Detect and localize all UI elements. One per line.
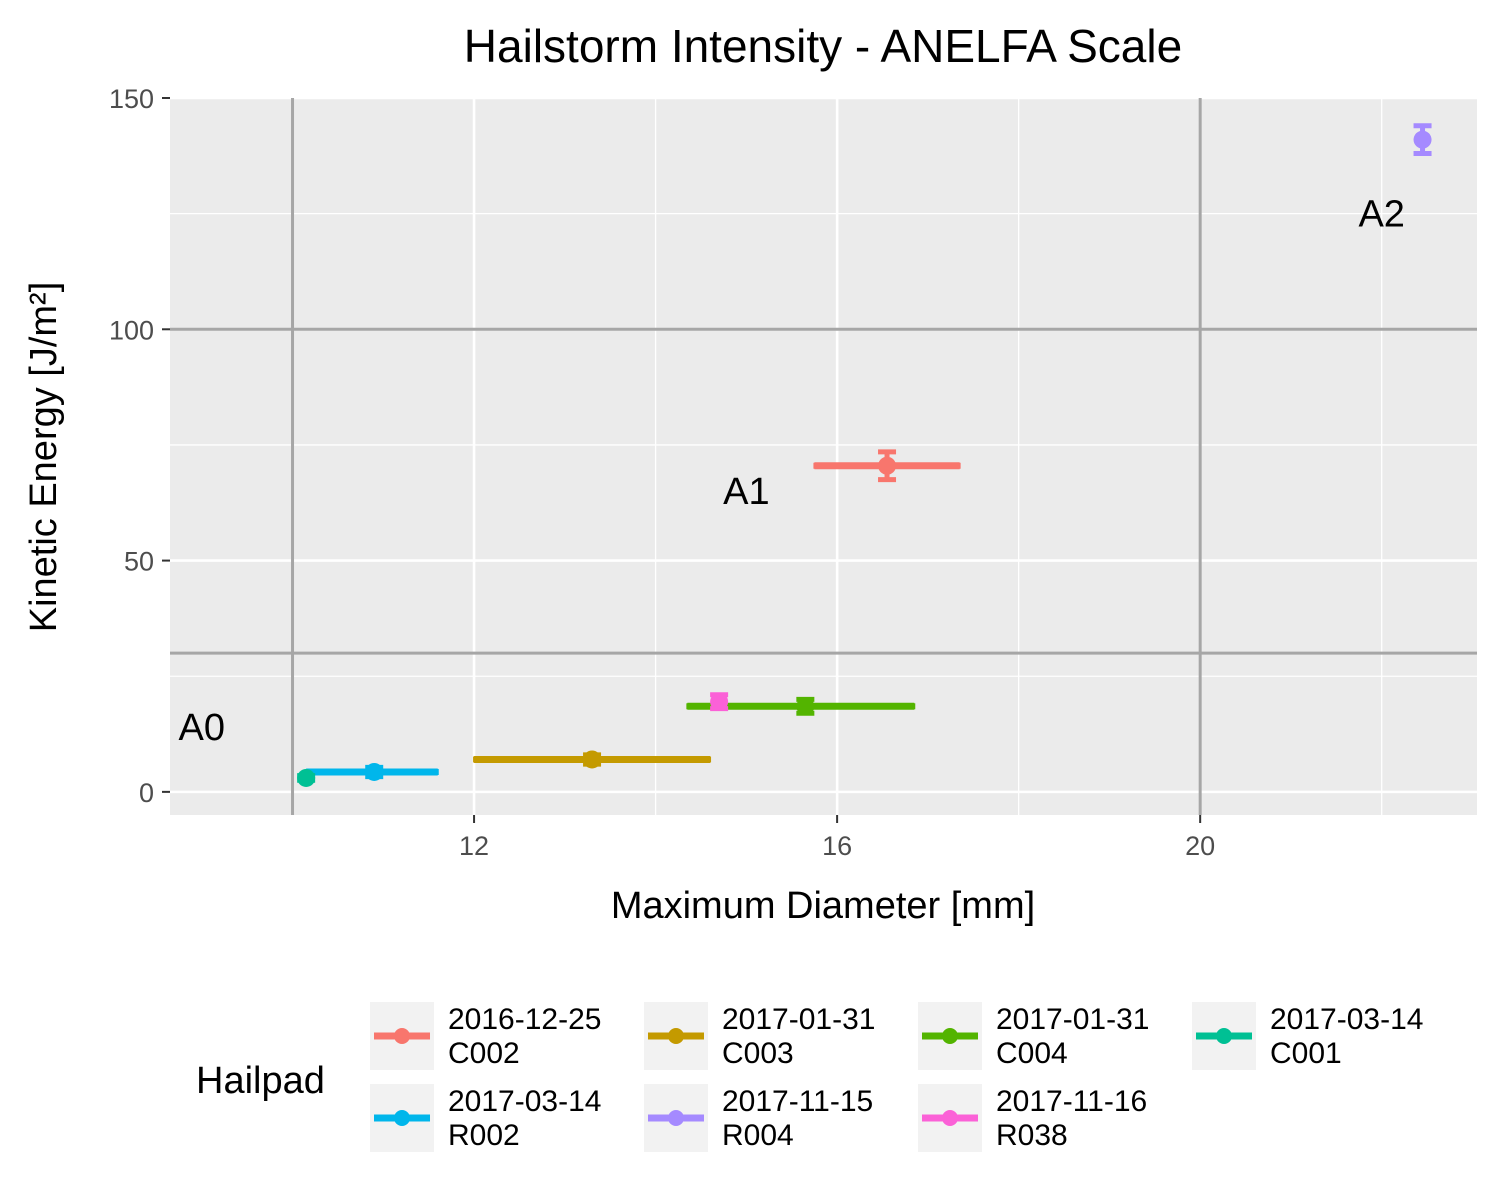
legend-label: 2016-12-25 C002: [448, 1003, 601, 1070]
legend-key-point: [1216, 1028, 1232, 1044]
data-point: [878, 456, 897, 475]
zone-label-a1: A1: [723, 471, 769, 513]
zone-label-a2: A2: [1358, 194, 1404, 236]
legend: Hailpad 2016-12-25 C002 2017-01-31 C003 2017-…: [196, 1002, 1423, 1152]
series-mark-1: [473, 750, 712, 769]
series-mark-4: [305, 762, 439, 781]
data-point: [796, 697, 815, 716]
legend-item-0: 2016-12-25 C002: [370, 1002, 601, 1070]
x-tick-label: 16: [822, 831, 852, 861]
series-mark-6: [710, 692, 729, 712]
legend-label: 2017-11-15 R004: [722, 1085, 873, 1152]
x-axis-title: Maximum Diameter [mm]: [611, 885, 1035, 927]
y-tick-label: 50: [124, 547, 154, 577]
data-marks: [297, 123, 1432, 787]
data-point: [1413, 130, 1432, 149]
legend-label: 2017-01-31 C003: [722, 1003, 875, 1070]
legend-item-3: 2017-03-14 C001: [1192, 1002, 1423, 1070]
y-tick-label: 100: [109, 315, 154, 345]
data-point: [365, 762, 384, 781]
legend-key-point: [668, 1028, 684, 1044]
series-mark-3: [297, 768, 316, 787]
legend-key-point: [942, 1110, 958, 1126]
x-tick-label: 12: [459, 831, 489, 861]
zone-label-a0: A0: [179, 707, 225, 749]
data-point: [710, 692, 729, 711]
legend-label: 2017-11-16 R038: [996, 1085, 1147, 1152]
legend-item-1: 2017-01-31 C003: [644, 1002, 875, 1070]
legend-item-2: 2017-01-31 C004: [918, 1002, 1149, 1070]
legend-label: 2017-03-14 C001: [1270, 1003, 1423, 1070]
legend-item-5: 2017-11-15 R004: [644, 1084, 873, 1152]
y-tick-label: 150: [109, 84, 154, 114]
legend-key-point: [942, 1028, 958, 1044]
axes: 12 16 20 0 50 100 150: [109, 84, 1215, 861]
zone-labels: A0 A1 A2: [179, 194, 1405, 749]
plot-panel: [170, 98, 1477, 815]
chart-title: Hailstorm Intensity - ANELFA Scale: [464, 20, 1182, 72]
series-mark-5: [1413, 123, 1432, 157]
legend-item-6: 2017-11-16 R038: [918, 1084, 1147, 1152]
data-point: [297, 768, 316, 787]
legend-key-point: [668, 1110, 684, 1126]
legend-label: 2017-03-14 R002: [448, 1085, 601, 1152]
y-tick-label: 0: [139, 778, 154, 808]
legend-key-point: [394, 1110, 410, 1126]
series-mark-0: [813, 449, 961, 483]
x-tick-label: 20: [1185, 831, 1215, 861]
legend-item-4: 2017-03-14 R002: [370, 1084, 601, 1152]
threshold-lines: [170, 98, 1477, 815]
legend-title: Hailpad: [196, 1060, 325, 1102]
legend-label: 2017-01-31 C004: [996, 1003, 1149, 1070]
data-point: [583, 750, 602, 769]
legend-key-point: [394, 1028, 410, 1044]
y-axis-title: Kinetic Energy [J/m²]: [23, 282, 65, 633]
